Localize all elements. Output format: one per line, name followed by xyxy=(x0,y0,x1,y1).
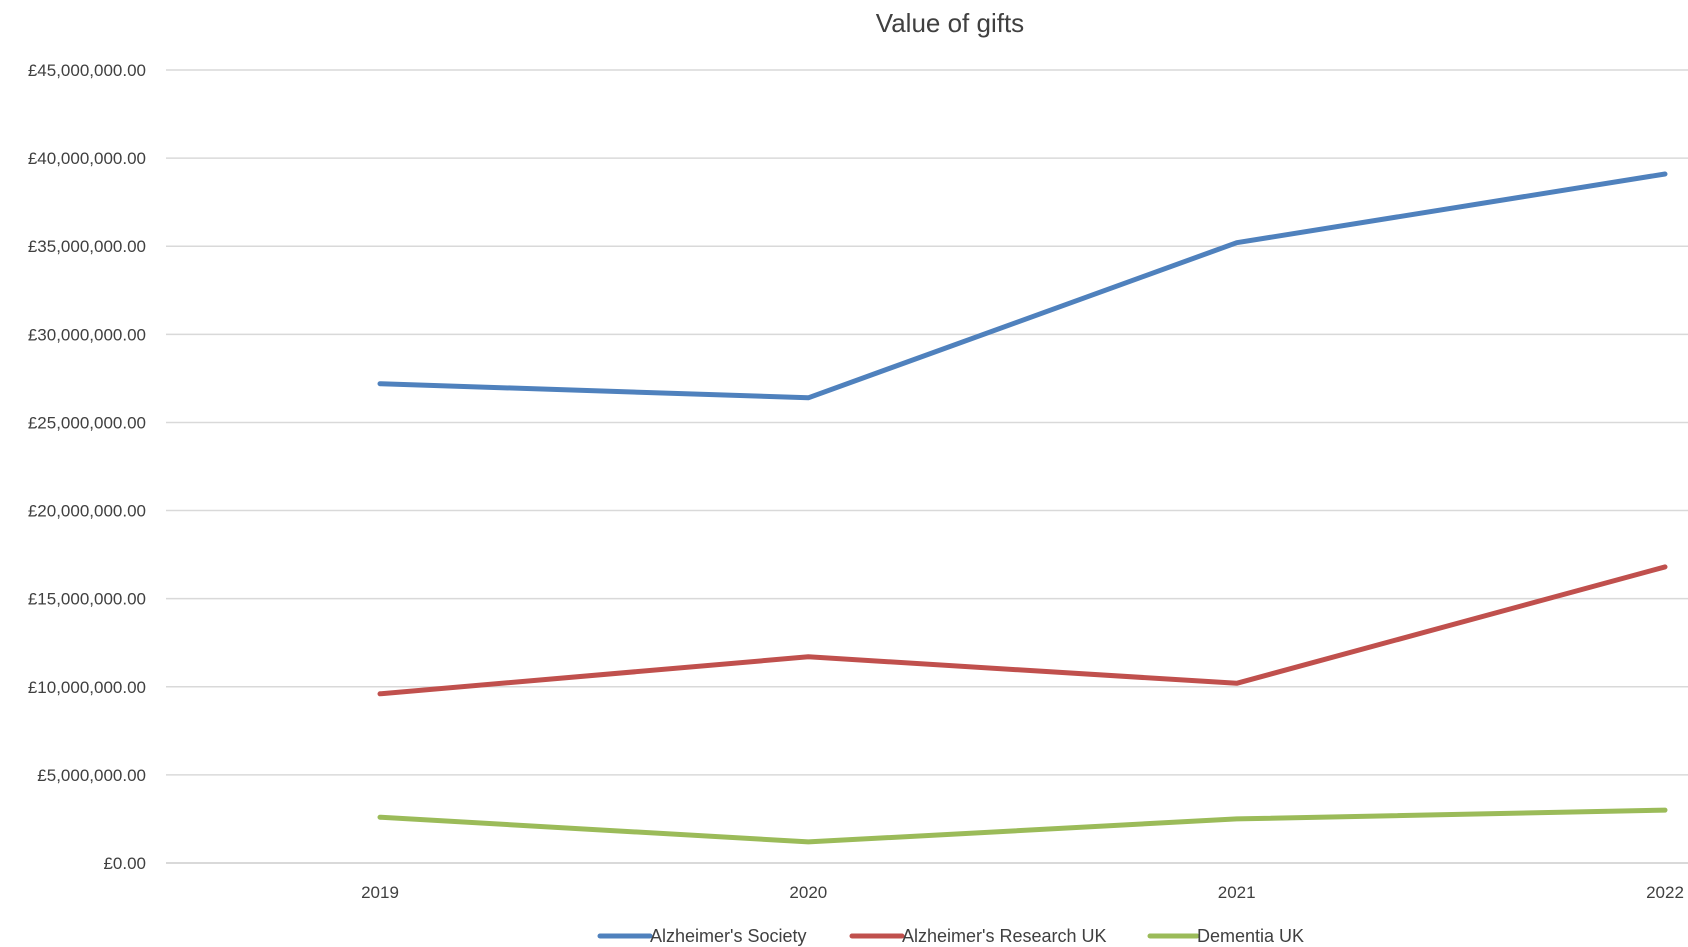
y-tick-label: £35,000,000.00 xyxy=(28,237,146,256)
y-axis-tick-labels: £0.00 £5,000,000.00 £10,000,000.00 £15,000,… xyxy=(28,61,146,873)
legend-label: Dementia UK xyxy=(1197,926,1304,946)
series-lines xyxy=(377,171,1668,845)
series-line-2 xyxy=(377,564,1668,697)
y-tick-label: £15,000,000.00 xyxy=(28,590,146,609)
y-tick-label: £20,000,000.00 xyxy=(28,502,146,521)
y-tick-label: £45,000,000.00 xyxy=(28,61,146,80)
y-tick-label: £0.00 xyxy=(103,854,146,873)
y-tick-label: £30,000,000.00 xyxy=(28,325,146,344)
y-tick-label: £40,000,000.00 xyxy=(28,149,146,168)
y-tick-label: £25,000,000.00 xyxy=(28,413,146,432)
series-line-3 xyxy=(377,807,1668,845)
x-axis-tick-labels: 2019 2020 2021 2022 xyxy=(361,883,1684,902)
x-tick-label: 2019 xyxy=(361,883,399,902)
legend-label: Alzheimer's Society xyxy=(650,926,807,946)
y-tick-label: £5,000,000.00 xyxy=(37,766,146,785)
legend-label: Alzheimer's Research UK xyxy=(902,926,1107,946)
x-tick-label: 2022 xyxy=(1646,883,1684,902)
chart-title: Value of gifts xyxy=(876,8,1024,38)
y-tick-label: £10,000,000.00 xyxy=(28,678,146,697)
x-tick-label: 2021 xyxy=(1218,883,1256,902)
gridlines xyxy=(166,69,1688,864)
series-line-1 xyxy=(377,171,1668,401)
x-tick-label: 2020 xyxy=(789,883,827,902)
legend: Alzheimer's Society Alzheimer's Research … xyxy=(597,926,1304,946)
